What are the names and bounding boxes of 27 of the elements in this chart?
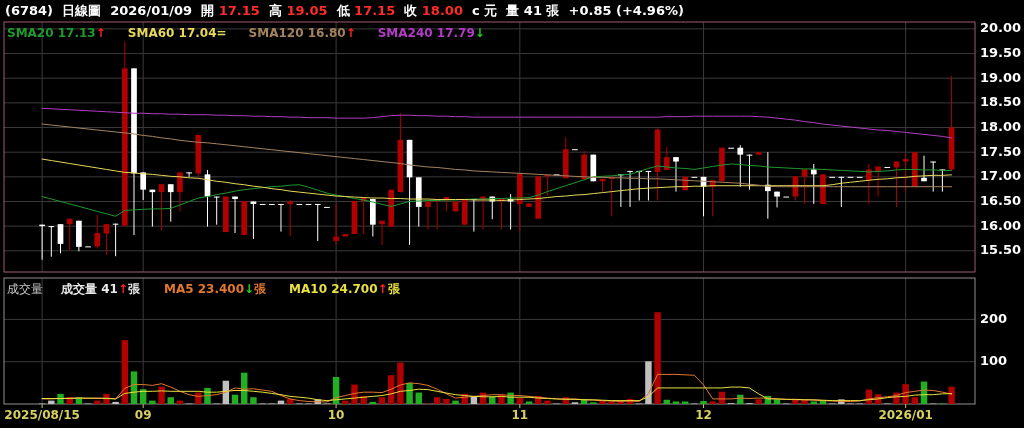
text: SMA60 17.04= bbox=[127, 25, 227, 40]
y-tick-label: 18.00 bbox=[980, 119, 1022, 135]
x-tick-label: 2025/08/15 bbox=[4, 408, 80, 422]
x-tick-label: 10 bbox=[327, 408, 345, 422]
y-tick-label: 17.50 bbox=[980, 143, 1022, 159]
y-tick-label: 100 bbox=[980, 353, 1008, 369]
y-tick-label: 200 bbox=[980, 310, 1008, 326]
text: MA5 23.400↓張 bbox=[163, 281, 268, 296]
x-tick-label: 12 bbox=[695, 408, 712, 422]
chart-title: (6784) 日線圖 2026/01/09 開 17.15 高 19.05 低 17.15 收 18.00 c 元 量 41 張 +0.85 (+4.96%) bbox=[5, 2, 684, 18]
text: MA10 24.700↑張 bbox=[289, 281, 401, 296]
y-tick-label: 16.00 bbox=[980, 217, 1022, 233]
y-tick-label: 20.00 bbox=[980, 20, 1022, 36]
y-tick-label: 19.50 bbox=[980, 45, 1022, 61]
text: 成交量 41↑張 bbox=[60, 281, 141, 296]
y-tick-label: 19.00 bbox=[980, 69, 1022, 85]
x-tick-label: 09 bbox=[134, 408, 152, 422]
text: SMA240 17.79↓ bbox=[377, 25, 485, 40]
text: SMA120 16.80↑ bbox=[248, 25, 356, 40]
x-tick-label: 2026/01 bbox=[878, 408, 933, 422]
x-tick-label: 11 bbox=[511, 408, 529, 422]
y-tick-label: 18.50 bbox=[980, 94, 1022, 110]
chart-title: 成交量 bbox=[7, 281, 43, 296]
y-tick-label: 17.00 bbox=[980, 168, 1022, 184]
y-tick-label: 15.50 bbox=[980, 242, 1022, 258]
y-tick-label: 16.50 bbox=[980, 192, 1022, 208]
text: SMA20 17.13↑ bbox=[7, 25, 106, 40]
